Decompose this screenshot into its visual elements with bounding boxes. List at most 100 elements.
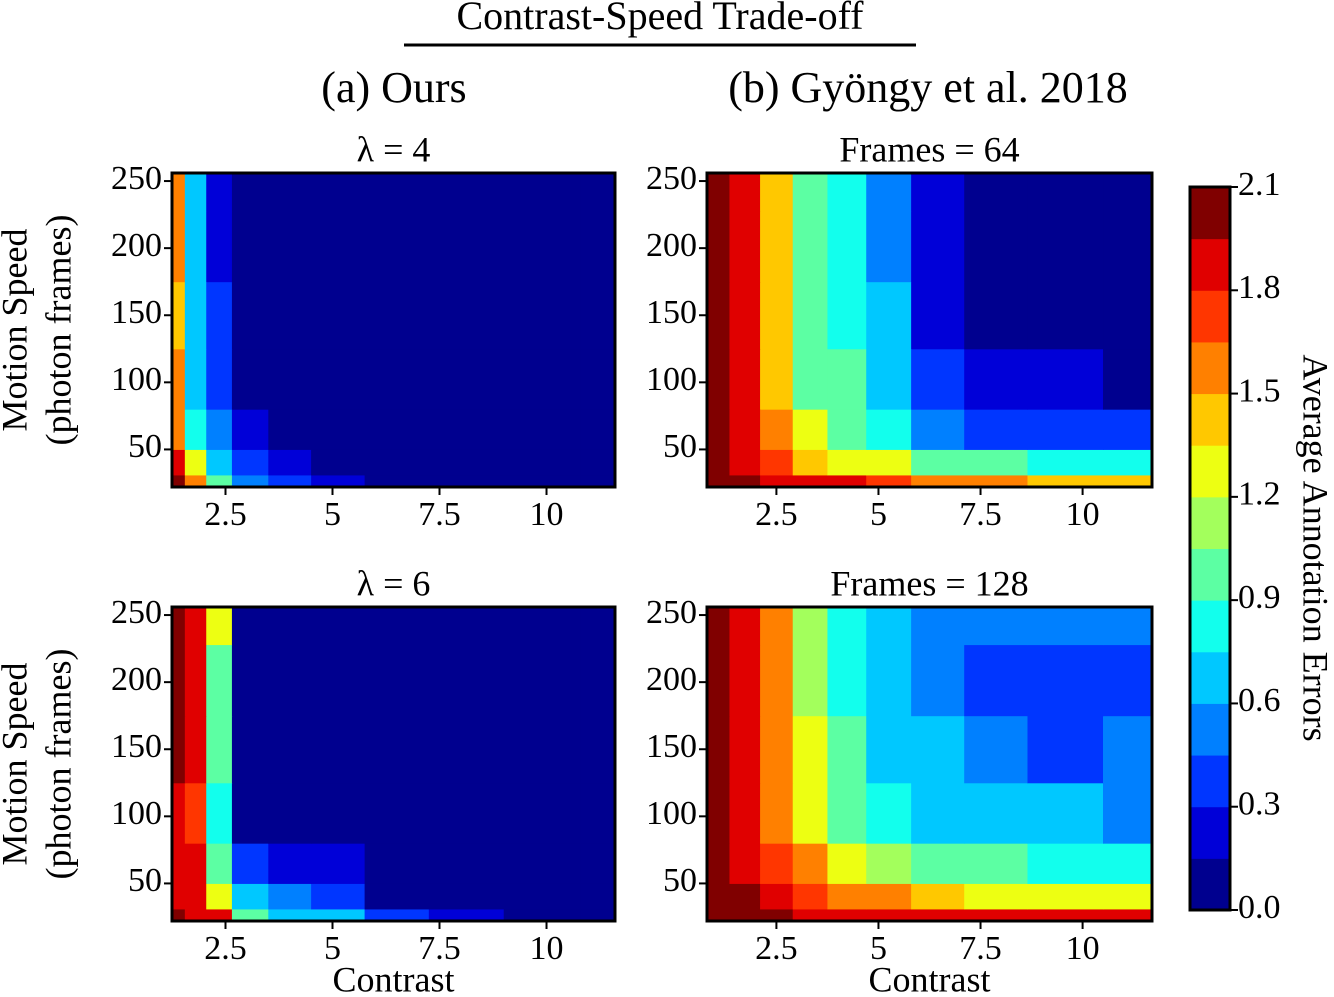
contour-cell	[184, 607, 207, 646]
contour-cell	[729, 782, 761, 844]
contour-cell	[792, 883, 828, 910]
contour-cell	[184, 883, 207, 910]
contour-cell	[206, 348, 233, 410]
contour-cell	[729, 173, 761, 212]
contour-cell	[707, 908, 730, 922]
contour-cell	[231, 409, 269, 450]
colorbar-band	[1190, 651, 1230, 704]
contour-cell	[1027, 210, 1104, 283]
contour-cell	[364, 449, 430, 476]
contour-cell	[911, 883, 965, 910]
x-tick-label: 7.5	[418, 496, 461, 533]
contour-cell	[268, 409, 312, 450]
contour-cell	[827, 607, 867, 646]
contour-cell	[866, 782, 912, 844]
contour-cell	[792, 908, 828, 922]
contour-cell	[964, 449, 1028, 476]
contour-cell	[172, 281, 186, 350]
contour-cell	[428, 173, 505, 212]
contour-cell	[206, 883, 233, 910]
x-tick-label: 10	[1066, 496, 1100, 533]
contour-cell	[707, 782, 730, 844]
contour-cell	[964, 409, 1028, 450]
contour-cell	[729, 644, 761, 717]
colorbar-tick-label: 0.9	[1238, 579, 1281, 616]
contour-cell	[184, 449, 207, 476]
contour-cell	[827, 281, 867, 350]
contour-cell	[503, 908, 582, 922]
contour-cell	[184, 843, 207, 884]
contour-cell	[1103, 908, 1153, 922]
contour-cell	[707, 409, 730, 450]
contour-cell	[707, 348, 730, 410]
contour-cell	[707, 644, 730, 717]
contour-cell	[964, 210, 1028, 283]
contour-cell	[1027, 715, 1104, 784]
contour-cell	[428, 883, 505, 910]
contour-cell	[707, 449, 730, 476]
contour-cell	[827, 210, 867, 283]
contour-cell	[184, 281, 207, 350]
colorbar-tick-label: 0.3	[1238, 786, 1281, 823]
x-tick-label: 10	[1066, 930, 1100, 967]
contour-cell	[428, 409, 505, 450]
contour-cell	[964, 173, 1028, 212]
contour-cell	[311, 644, 366, 717]
contour-cell	[172, 210, 186, 283]
contour-cell	[503, 348, 582, 410]
contour-cell	[911, 409, 965, 450]
x-tick-label: 10	[530, 496, 564, 533]
colorbar-band	[1190, 238, 1230, 291]
column-title: (b) Gyöngy et al. 2018	[728, 63, 1128, 112]
y-tick-label: 250	[646, 160, 697, 197]
contour-cell	[206, 607, 233, 646]
contour-cell	[707, 281, 730, 350]
contour-cell	[792, 715, 828, 784]
contour-cell	[707, 474, 730, 488]
contour-cell	[707, 173, 730, 212]
y-tick-label: 100	[111, 361, 162, 398]
contour-cell	[911, 644, 965, 717]
contour-cell	[428, 474, 505, 488]
contour-cell	[231, 843, 269, 884]
contour-cell	[580, 173, 616, 212]
contour-cell	[268, 281, 312, 350]
y-tick-label: 150	[111, 728, 162, 765]
contour-cell	[231, 908, 269, 922]
contour-cell	[1103, 449, 1153, 476]
colorbar-frame	[1188, 185, 1232, 912]
contour-cell	[580, 644, 616, 717]
contour-cell	[231, 474, 269, 488]
contour-cell	[172, 607, 186, 646]
contour-cell	[364, 782, 430, 844]
y-tick-label: 200	[111, 661, 162, 698]
contour-cell	[1103, 843, 1153, 884]
contour-cell	[707, 883, 730, 910]
panel-title: Frames = 64	[839, 129, 1019, 169]
contour-cell	[792, 474, 828, 488]
contour-cell	[503, 173, 582, 212]
contour-cell	[268, 607, 312, 646]
contour-cell	[729, 715, 761, 784]
contour-cell	[911, 173, 965, 212]
contour-cell	[964, 607, 1028, 646]
contour-cell	[311, 449, 366, 476]
contour-cell	[428, 843, 505, 884]
x-tick-label: 5	[324, 930, 341, 967]
contour-cell	[206, 409, 233, 450]
contour-cell	[184, 474, 207, 488]
contour-cell	[792, 607, 828, 646]
contour-cell	[311, 607, 366, 646]
y-tick-label: 50	[663, 862, 697, 899]
colorbar-band	[1190, 806, 1230, 859]
contour-cell	[760, 843, 794, 884]
colorbar-band	[1190, 445, 1230, 498]
contour-cell	[428, 449, 505, 476]
contour-cell	[184, 908, 207, 922]
contour-cell	[827, 173, 867, 212]
contour-cell	[911, 607, 965, 646]
panel-title: λ = 4	[357, 129, 431, 169]
contour-cell	[792, 782, 828, 844]
contour-cell	[827, 715, 867, 784]
contour-cell	[1027, 281, 1104, 350]
